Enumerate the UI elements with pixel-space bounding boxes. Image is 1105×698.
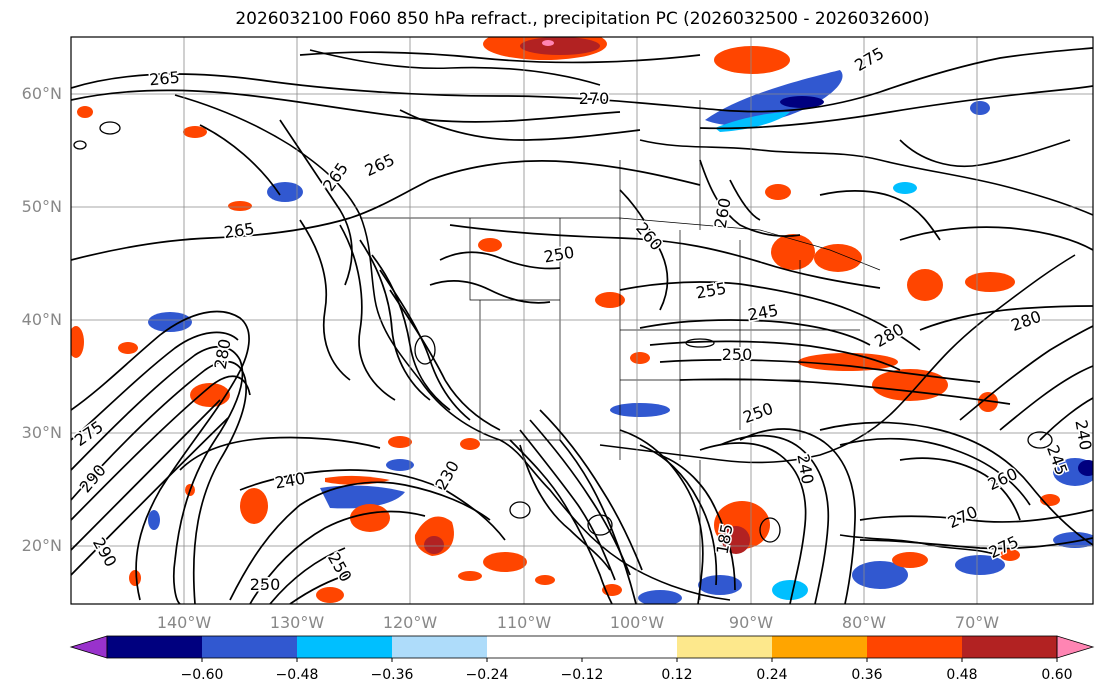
colorbar-tick-label: 0.36 [851,667,882,683]
coastlines [174,49,1093,601]
longitude-labels: 140°W 130°W 120°W 110°W 100°W 90°W 80°W … [157,613,999,632]
colorbar-tick-label: 0.12 [661,667,692,683]
lat-label-60: 60°N [22,84,62,103]
colorbar-segment [772,636,867,658]
colorbar-tick-label: −0.60 [181,667,224,683]
contour-label: 250 [542,243,575,267]
lat-label-50: 50°N [22,197,62,216]
precipitation-patches [71,37,1093,604]
lon-label-80w: 80°W [842,613,886,632]
colorbar-tick-label: −0.36 [371,667,414,683]
contour-label: 265 [148,68,180,90]
contour-label: 265 [223,219,256,242]
colorbar-tick-label: 0.48 [946,667,977,683]
lat-label-20: 20°N [22,536,62,555]
lon-label-140w: 140°W [157,613,212,632]
colorbar-segment [582,636,677,658]
colorbar-segment [392,636,487,658]
colorbar: −0.60 −0.48 −0.36 −0.24 −0.12 0.12 0.24 0.36 0.4… [69,635,1095,683]
map-panel [71,37,1093,604]
colorbar-segment [487,636,582,658]
colorbar-tick-label: 0.24 [756,667,787,683]
colorbar-extend-low [69,635,108,659]
lon-label-110w: 110°W [497,613,552,632]
colorbar-segment [107,636,202,658]
colorbar-tick-label: −0.12 [561,667,604,683]
colorbar-tick-label: 0.60 [1041,667,1072,683]
contour-label: 250 [722,345,753,364]
lon-label-130w: 130°W [270,613,325,632]
political-borders [360,100,881,600]
lon-label-100w: 100°W [610,613,665,632]
contour-label: 270 [579,89,610,108]
map-frame [70,36,1094,605]
lat-label-40: 40°N [22,310,62,329]
contour-label: 185 [713,522,737,555]
refractivity-contours [71,47,1093,604]
map-title: 2026032100 F060 850 hPa refract., precip… [235,9,930,29]
lon-label-120w: 120°W [383,613,438,632]
colorbar-extend-high [1056,635,1095,659]
lon-label-70w: 70°W [955,613,999,632]
colorbar-tick-label: −0.24 [466,667,509,683]
closed-contours [73,121,1053,543]
colorbar-segment [297,636,392,658]
colorbar-tick-label: −0.48 [276,667,319,683]
colorbar-segment [202,636,297,658]
contour-label: 240 [1071,418,1095,451]
latitude-labels: 20°N 30°N 40°N 50°N 60°N [22,84,62,555]
colorbar-segment [867,636,962,658]
lat-label-30: 30°N [22,423,62,442]
lon-label-90w: 90°W [729,613,773,632]
colorbar-segment [677,636,772,658]
contour-label: 250 [250,575,281,594]
colorbar-segment [962,636,1057,658]
